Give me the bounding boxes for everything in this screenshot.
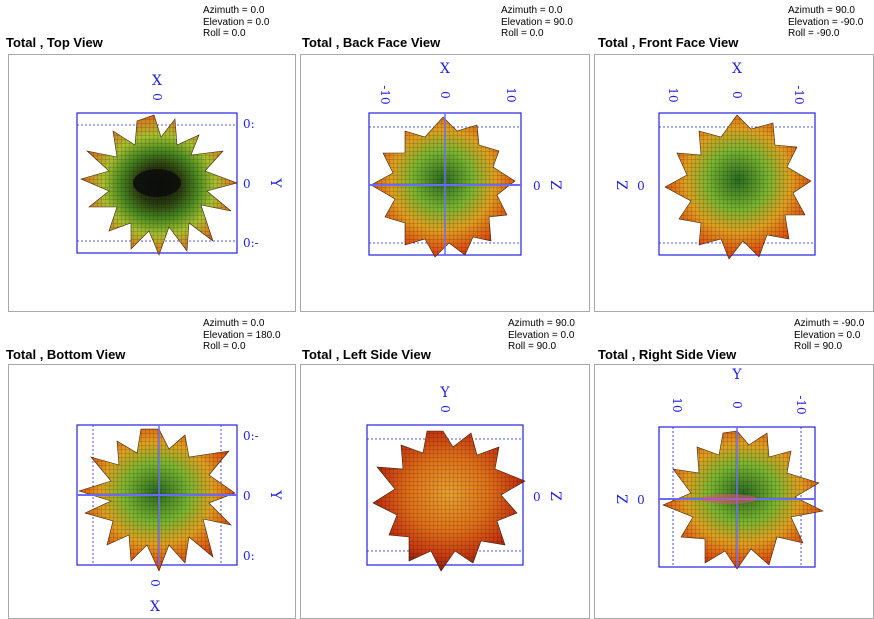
roll-text: Roll = 90.0 xyxy=(794,341,843,352)
plot-canvas: X -10 0 10 0 Z xyxy=(368,61,563,258)
plot-frame[interactable]: X 0 0: 0 0:- Y xyxy=(8,54,296,312)
plot-frame[interactable]: 0:- 0 0: Y 0 X xyxy=(8,364,296,619)
roll-text: Roll = 0.0 xyxy=(203,28,246,39)
view-panel-bottom: Total , Bottom View Azimuth = 0.0 Elevat… xyxy=(0,312,296,619)
axis-label-y: Y xyxy=(267,177,283,188)
axis-label-x: X xyxy=(440,61,450,77)
elevation-text: Elevation = 180.0 xyxy=(203,329,281,341)
axis-tick-label: 0 xyxy=(730,91,744,99)
axis-tick-label: 0 xyxy=(243,489,251,503)
roll-text: Roll = 90.0 xyxy=(508,341,557,352)
azimuth-text: Azimuth = 0.0 xyxy=(501,5,563,16)
azimuth-text: Azimuth = 90.0 xyxy=(508,318,575,329)
panel-title: Total , Left Side View xyxy=(302,347,431,362)
roll-text: Roll = 0.0 xyxy=(501,28,544,39)
panel-title: Total , Bottom View xyxy=(6,347,126,362)
plot-box xyxy=(658,112,816,256)
elevation-text: Elevation = -90.0 xyxy=(788,16,864,28)
axis-label-z: Z xyxy=(547,180,563,190)
view-angles: Azimuth = 0.0 Elevation = 90.0 Roll = 0.… xyxy=(501,5,573,40)
plot-frame[interactable]: Y 0 0 Z xyxy=(300,364,590,619)
axis-tick-label: 0 xyxy=(533,179,541,193)
view-angles: Azimuth = -90.0 Elevation = 0.0 Roll = 9… xyxy=(794,318,864,353)
radiation-pattern-mesh xyxy=(79,429,235,571)
axis-tick-label: -10 xyxy=(792,85,806,104)
view-angles: Azimuth = 0.0 Elevation = 0.0 Roll = 0.0 xyxy=(203,5,269,40)
view-angles: Azimuth = 0.0 Elevation = 180.0 Roll = 0… xyxy=(203,318,281,353)
panel-title: Total , Back Face View xyxy=(302,35,441,50)
axis-tick-label: 0 xyxy=(637,179,645,193)
plot-canvas: X 0 0: 0 0:- Y xyxy=(76,73,283,256)
axis-tick-label: -10 xyxy=(794,395,808,414)
view-angles: Azimuth = 90.0 Elevation = 0.0 Roll = 90… xyxy=(508,318,575,353)
panel-title: Total , Right Side View xyxy=(598,347,737,362)
azimuth-text: Azimuth = 0.0 xyxy=(203,318,265,329)
axis-tick-label: 0: xyxy=(243,549,255,563)
axis-tick-label: 0 xyxy=(148,579,162,587)
axis-label-y: Y xyxy=(267,489,283,500)
elevation-text: Elevation = 0.0 xyxy=(508,329,575,341)
roll-text: Roll = 0.0 xyxy=(203,341,246,352)
axis-label-y: Y xyxy=(731,367,742,383)
axis-tick-label: 0 xyxy=(438,405,452,413)
axis-tick-label: 10 xyxy=(670,397,684,412)
axis-label-z: Z xyxy=(547,491,563,501)
azimuth-text: Azimuth = 0.0 xyxy=(203,5,265,16)
view-angles: Azimuth = 90.0 Elevation = -90.0 Roll = … xyxy=(788,5,863,40)
axis-tick-label: 0 xyxy=(243,177,251,191)
plot-canvas: 0:- 0 0: Y 0 X xyxy=(76,424,283,615)
axis-tick-label: 0:- xyxy=(243,236,259,250)
plot-frame[interactable]: X -10 0 10 0 Z xyxy=(300,54,590,312)
plot-frame[interactable]: Y 10 0 -10 Z 0 xyxy=(594,364,874,619)
view-panel-back-face: Total , Back Face View Azimuth = 0.0 Ele… xyxy=(296,0,592,312)
azimuth-text: Azimuth = 90.0 xyxy=(788,5,855,16)
axis-tick-label: 0 xyxy=(150,93,164,101)
view-panel-right-side: Total , Right Side View Azimuth = -90.0 … xyxy=(592,312,874,619)
axis-label-x: X xyxy=(152,73,162,89)
pattern-core xyxy=(133,169,181,197)
axis-tick-label: 10 xyxy=(666,87,680,102)
axis-label-y: Y xyxy=(439,385,450,401)
axis-tick-label: -10 xyxy=(378,85,392,104)
radiation-pattern-mesh xyxy=(371,117,515,257)
elevation-text: Elevation = 0.0 xyxy=(794,329,861,341)
radiation-pattern-mesh xyxy=(373,431,525,571)
radiation-pattern-mesh xyxy=(665,115,811,259)
axis-tick-label: 0 xyxy=(533,490,541,504)
axis-tick-label: 0 xyxy=(438,91,452,99)
view-panel-front-face: Total , Front Face View Azimuth = 90.0 E… xyxy=(592,0,874,312)
axis-tick-label: 0: xyxy=(243,117,255,131)
plot-canvas: Y 10 0 -10 Z 0 xyxy=(613,367,824,570)
axis-tick-label: 0:- xyxy=(243,429,259,443)
pattern-highlight xyxy=(701,494,757,504)
panel-title: Total , Top View xyxy=(6,35,103,50)
axis-label-x: X xyxy=(150,599,160,615)
axis-tick-label: 0 xyxy=(637,493,645,507)
axis-label-x: X xyxy=(732,61,742,77)
panel-title: Total , Front Face View xyxy=(598,35,739,50)
roll-text: Roll = -90.0 xyxy=(788,28,840,39)
axis-tick-label: 0 xyxy=(730,401,744,409)
plot-canvas: X 10 0 -10 Z 0 xyxy=(613,61,816,260)
axis-label-z: Z xyxy=(613,180,629,190)
plot-frame[interactable]: X 10 0 -10 Z 0 xyxy=(594,54,874,312)
elevation-text: Elevation = 90.0 xyxy=(501,16,573,28)
elevation-text: Elevation = 0.0 xyxy=(203,16,270,28)
axis-label-z: Z xyxy=(613,494,629,504)
view-panel-left-side: Total , Left Side View Azimuth = 90.0 El… xyxy=(296,312,592,619)
axis-tick-label: 10 xyxy=(504,87,518,102)
view-panel-top: Total , Top View Azimuth = 0.0 Elevation… xyxy=(0,0,296,312)
plot-canvas: Y 0 0 Z xyxy=(366,385,563,572)
azimuth-text: Azimuth = -90.0 xyxy=(794,318,865,329)
